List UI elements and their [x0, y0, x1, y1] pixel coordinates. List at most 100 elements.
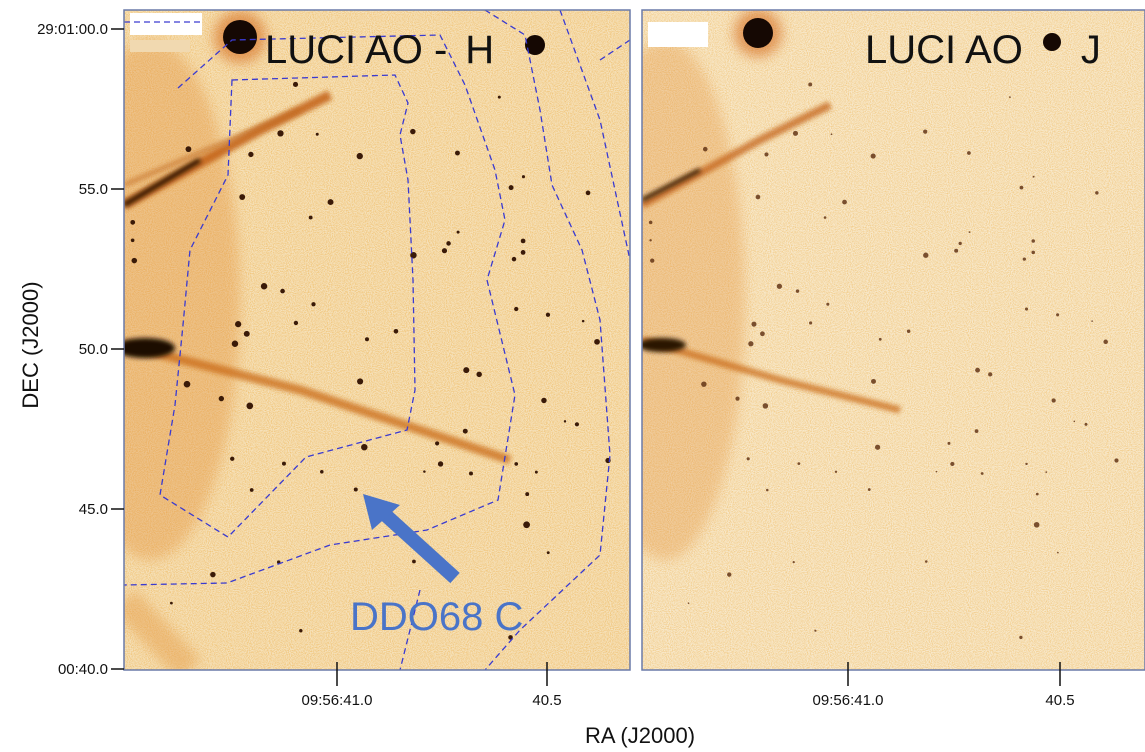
point-source — [924, 560, 928, 563]
panel-j-frame — [641, 9, 1145, 671]
contour-bottom — [399, 589, 421, 670]
point-source — [735, 396, 740, 401]
panel-j-artifact — [648, 22, 708, 47]
point-source — [808, 82, 813, 87]
panel-j-upper-streak-core — [642, 168, 701, 202]
point-source — [809, 321, 813, 325]
point-source — [243, 330, 250, 337]
point-source — [751, 321, 757, 327]
point-source — [130, 238, 135, 243]
panel-j-title: LUCI AO J — [865, 28, 1101, 72]
point-source — [830, 133, 833, 136]
point-source — [410, 128, 416, 135]
y-tick-label: 55.0 — [79, 181, 108, 198]
point-source — [878, 337, 882, 341]
point-source — [311, 302, 316, 307]
point-source — [760, 331, 765, 337]
panel-j-upper-streak — [642, 101, 832, 209]
point-source — [649, 239, 652, 242]
point-source — [364, 337, 369, 342]
point-source — [1019, 185, 1024, 190]
point-source — [776, 283, 783, 289]
point-source — [746, 457, 750, 461]
point-source — [1033, 521, 1040, 528]
point-source — [469, 471, 473, 476]
point-source — [923, 129, 928, 134]
point-source — [1073, 420, 1076, 423]
x-axis: 09:56:41.0 40.5 09:56:41.0 40.5 — [302, 662, 1075, 709]
panel-h-contours — [124, 10, 630, 670]
point-source — [218, 395, 225, 402]
contour-inner — [159, 74, 416, 538]
point-source — [520, 238, 526, 244]
panel-j-bright-star-core — [743, 18, 773, 48]
point-source — [546, 551, 550, 555]
point-source — [1114, 458, 1119, 463]
point-source — [441, 248, 448, 254]
point-source — [1019, 635, 1023, 640]
panel-h — [124, 10, 630, 670]
panel-j-star-right — [1043, 33, 1061, 51]
point-source — [327, 199, 334, 206]
point-source — [185, 146, 192, 153]
panel-j-diffuse-glow — [642, 40, 745, 560]
point-source — [308, 215, 313, 220]
point-source — [393, 328, 399, 334]
panel-j — [642, 10, 1145, 670]
point-source — [412, 559, 416, 564]
point-source — [456, 230, 460, 234]
point-source — [169, 601, 173, 605]
point-source — [446, 241, 451, 246]
point-source — [1035, 492, 1039, 496]
y-axis-title: DEC (J2000) — [18, 281, 43, 408]
point-source — [1056, 313, 1060, 317]
point-source — [1031, 239, 1035, 243]
point-source — [958, 241, 962, 246]
panel-h-star-right — [525, 35, 545, 55]
point-source — [867, 488, 871, 491]
point-source — [797, 462, 801, 466]
point-source — [361, 443, 368, 451]
point-source — [183, 380, 191, 388]
point-source — [508, 185, 514, 191]
point-source — [525, 492, 530, 497]
y-tick-label: 50.0 — [79, 341, 108, 358]
point-source — [823, 216, 827, 219]
point-source — [975, 367, 980, 373]
point-source — [1025, 462, 1028, 466]
panel-h-title: LUCI AO -H — [265, 28, 494, 72]
point-source — [792, 130, 799, 136]
point-source — [230, 456, 235, 461]
point-source — [687, 602, 690, 604]
point-source — [906, 329, 911, 333]
point-source — [320, 470, 324, 474]
point-source — [246, 402, 254, 410]
point-source — [514, 306, 519, 312]
point-source — [281, 461, 286, 466]
y-axis: 29:01:00.0 55.0 50.0 45.0 00:40.0 — [37, 21, 124, 678]
y-tick-label: 29:01:00.0 — [37, 21, 108, 38]
point-source — [1103, 339, 1108, 345]
panel-h-bright-knot — [124, 338, 175, 358]
point-source — [131, 257, 138, 264]
point-source — [280, 288, 285, 294]
point-source — [435, 441, 440, 446]
panel-h-upper-streak-secondary — [124, 107, 301, 188]
point-source — [476, 371, 482, 378]
point-source — [870, 153, 876, 159]
point-source — [462, 428, 468, 434]
point-source — [581, 319, 585, 323]
point-source — [514, 462, 519, 466]
point-source — [950, 461, 955, 467]
point-source — [410, 251, 417, 259]
point-source — [1051, 398, 1056, 403]
point-source — [814, 629, 817, 632]
point-source — [315, 132, 319, 136]
contour-outer — [484, 10, 611, 670]
point-source — [834, 470, 838, 473]
point-source — [231, 340, 239, 348]
point-source — [974, 429, 979, 434]
point-source — [967, 151, 971, 155]
x-tick-label: 40.5 — [532, 692, 561, 709]
